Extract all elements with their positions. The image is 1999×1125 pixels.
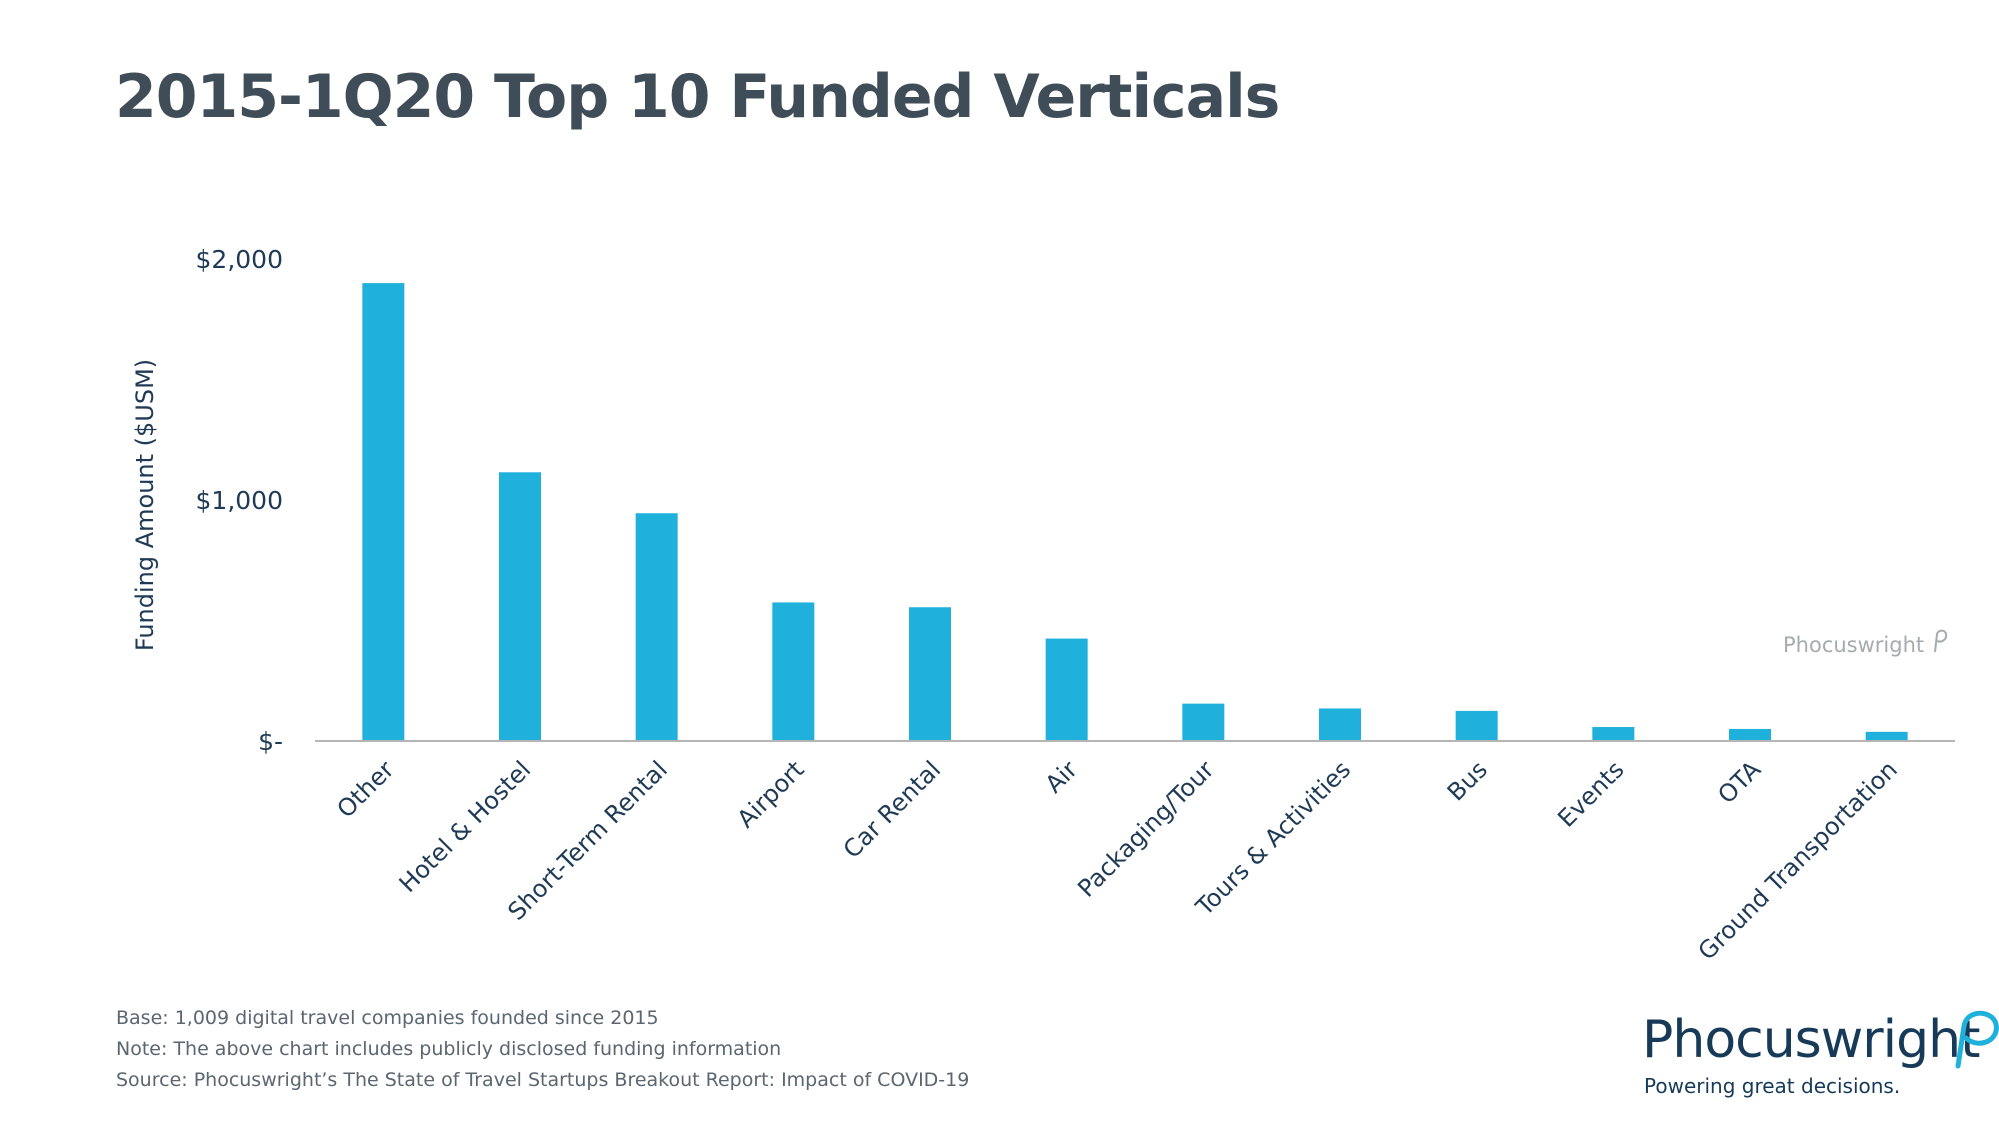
bar-hotel-hostel	[499, 472, 541, 741]
bar-events	[1592, 727, 1635, 741]
bar-packaging-tour	[1182, 703, 1225, 741]
footnote-note: Note: The above chart includes publicly …	[116, 1038, 782, 1060]
watermark-text: Phocuswright	[1783, 633, 1925, 657]
footnotes: Base: 1,009 digital travel companies fou…	[116, 1003, 969, 1096]
logo-tagline: Powering great decisions.	[1644, 1074, 1901, 1098]
x-tick-label-other: Other	[332, 755, 400, 823]
bar-air	[1045, 638, 1088, 741]
y-axis-title: Funding Amount ($USM)	[131, 359, 159, 651]
watermark-mark-icon	[1933, 629, 1947, 653]
y-tick-label: $1,000	[196, 486, 283, 515]
phocuswright-logo: Phocuswright Powering great decisions.	[1642, 1010, 1999, 1098]
footnote-source: Source: Phocuswright’s The State of Trav…	[116, 1069, 970, 1091]
x-tick-label-tours-activities: Tours & Activities	[1190, 755, 1356, 921]
bar-other	[362, 283, 405, 741]
x-tick-label-bus: Bus	[1442, 755, 1493, 806]
x-tick-label-hotel-hostel: Hotel & Hostel	[394, 755, 537, 898]
x-tick-label-packaging-tour: Packaging/Tour	[1072, 755, 1219, 902]
y-tick-label: $-	[258, 727, 283, 756]
x-tick-label-car-rental: Car Rental	[838, 755, 946, 863]
x-tick-label-ota: OTA	[1712, 755, 1766, 809]
x-tick-label-events: Events	[1552, 755, 1629, 832]
bar-bus	[1455, 710, 1498, 741]
bar-tours-activities	[1319, 708, 1361, 741]
bar-car-rental	[909, 607, 951, 741]
bar-ground-transportation	[1865, 731, 1908, 741]
watermark: Phocuswright	[1783, 628, 1949, 657]
footnote-base: Base: 1,009 digital travel companies fou…	[116, 1007, 659, 1029]
x-tick-label-airport: Airport	[732, 755, 810, 833]
logo-name: Phocuswright	[1642, 1010, 1980, 1070]
bar-short-term-rental	[635, 513, 678, 741]
bar-airport	[772, 602, 815, 741]
x-tick-label-air: Air	[1040, 755, 1083, 798]
logo-speech-mark-icon	[1955, 1010, 1999, 1069]
chart-title: 2015-1Q20 Top 10 Funded Verticals	[115, 62, 1280, 132]
y-tick-label: $2,000	[196, 245, 283, 274]
bar-ota	[1729, 728, 1771, 741]
